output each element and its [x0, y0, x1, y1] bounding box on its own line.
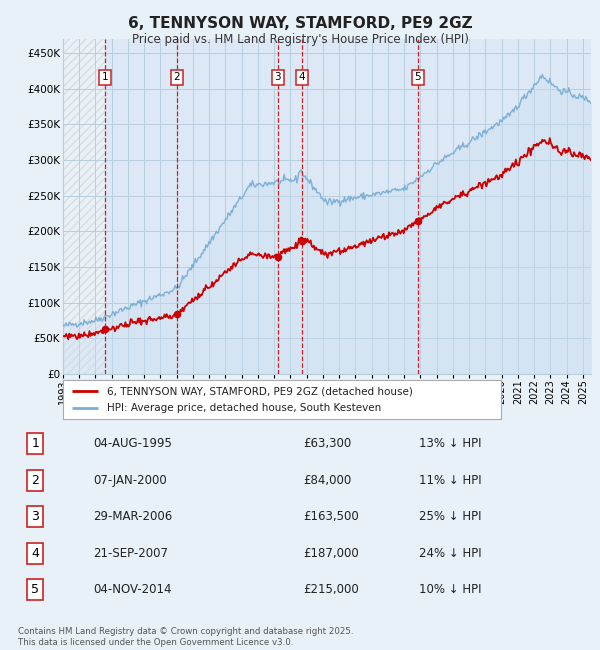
Text: 04-AUG-1995: 04-AUG-1995 — [94, 437, 172, 450]
Text: 1: 1 — [31, 437, 39, 450]
Text: 04-NOV-2014: 04-NOV-2014 — [94, 583, 172, 596]
Text: £63,300: £63,300 — [303, 437, 351, 450]
Text: 13% ↓ HPI: 13% ↓ HPI — [419, 437, 482, 450]
Text: £215,000: £215,000 — [303, 583, 359, 596]
Text: 6, TENNYSON WAY, STAMFORD, PE9 2GZ: 6, TENNYSON WAY, STAMFORD, PE9 2GZ — [128, 16, 472, 31]
Text: Price paid vs. HM Land Registry's House Price Index (HPI): Price paid vs. HM Land Registry's House … — [131, 32, 469, 46]
Text: 5: 5 — [31, 583, 39, 596]
Text: £163,500: £163,500 — [303, 510, 359, 523]
Text: 10% ↓ HPI: 10% ↓ HPI — [419, 583, 482, 596]
Text: HPI: Average price, detached house, South Kesteven: HPI: Average price, detached house, Sout… — [107, 404, 381, 413]
Text: 3: 3 — [275, 73, 281, 83]
Text: 3: 3 — [31, 510, 39, 523]
Text: 2: 2 — [174, 73, 181, 83]
Text: 07-JAN-2000: 07-JAN-2000 — [94, 474, 167, 487]
Text: 11% ↓ HPI: 11% ↓ HPI — [419, 474, 482, 487]
Text: 2: 2 — [31, 474, 39, 487]
Text: 25% ↓ HPI: 25% ↓ HPI — [419, 510, 482, 523]
Text: £187,000: £187,000 — [303, 547, 359, 560]
Text: £84,000: £84,000 — [303, 474, 351, 487]
Text: 4: 4 — [299, 73, 305, 83]
Text: 29-MAR-2006: 29-MAR-2006 — [94, 510, 173, 523]
Text: Contains HM Land Registry data © Crown copyright and database right 2025.
This d: Contains HM Land Registry data © Crown c… — [18, 627, 353, 647]
Text: 24% ↓ HPI: 24% ↓ HPI — [419, 547, 482, 560]
Text: 6, TENNYSON WAY, STAMFORD, PE9 2GZ (detached house): 6, TENNYSON WAY, STAMFORD, PE9 2GZ (deta… — [107, 386, 413, 396]
Text: 1: 1 — [101, 73, 108, 83]
Text: 4: 4 — [31, 547, 39, 560]
Bar — [63, 39, 105, 374]
Text: 5: 5 — [415, 73, 421, 83]
Text: 21-SEP-2007: 21-SEP-2007 — [94, 547, 169, 560]
